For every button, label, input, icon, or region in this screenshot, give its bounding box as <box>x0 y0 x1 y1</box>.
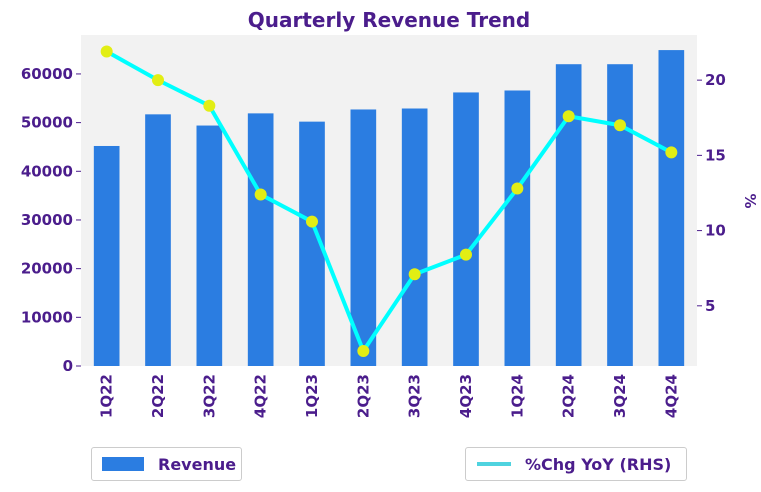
x-tick-label: 3Q22 <box>200 374 218 418</box>
y-axis-right-label: % <box>741 193 759 208</box>
yoy-point-1Q22 <box>100 45 113 58</box>
x-axis: 1Q22 2Q22 3Q22 4Q22 1Q23 2Q23 3Q23 4Q23 1Q24 2Q24… <box>98 374 681 418</box>
y-right-tick-label: 20 <box>705 71 726 89</box>
yoy-point-3Q22 <box>203 99 216 112</box>
bar-series-revenue <box>93 50 685 367</box>
x-tick-label: 1Q24 <box>508 374 526 418</box>
x-tick-label: 4Q22 <box>252 374 270 418</box>
y-right-tick-label: 5 <box>705 297 715 315</box>
y-axis-right: 5 10 15 20 <box>697 71 726 315</box>
bar-4Q22 <box>247 113 274 367</box>
y-left-tick-label: 10000 <box>21 308 73 326</box>
y-left-tick-label: 30000 <box>21 211 73 229</box>
x-tick-label: 2Q22 <box>149 374 167 418</box>
x-tick-label: 3Q23 <box>406 374 424 418</box>
legend-yoy-label: %Chg YoY (RHS) <box>525 454 672 474</box>
bar-2Q23 <box>350 109 377 366</box>
y-right-tick-label: 15 <box>705 146 726 164</box>
y-axis-left: 0 10000 20000 30000 40000 50000 60000 <box>21 65 81 375</box>
chart-title: Quarterly Revenue Trend <box>248 8 530 32</box>
y-left-tick-label: 0 <box>63 357 73 375</box>
yoy-point-1Q23 <box>306 215 318 228</box>
y-left-tick-label: 20000 <box>21 260 73 278</box>
bar-4Q24 <box>658 50 685 366</box>
yoy-point-1Q24 <box>511 182 524 195</box>
legend-yoy: %Chg YoY (RHS) <box>465 447 687 481</box>
legend-revenue: Revenue <box>91 447 242 481</box>
yoy-point-2Q22 <box>152 74 164 87</box>
bar-2Q22 <box>145 114 171 366</box>
x-tick-label: 1Q22 <box>98 374 116 418</box>
line-series-yoy <box>100 45 678 357</box>
bar-1Q22 <box>93 145 120 366</box>
bar-3Q24 <box>607 64 633 367</box>
x-tick-label: 2Q23 <box>354 374 372 418</box>
x-tick-label: 3Q24 <box>611 374 629 418</box>
yoy-point-4Q24 <box>665 146 678 159</box>
yoy-point-3Q24 <box>614 119 626 132</box>
yoy-line <box>105 49 673 353</box>
yoy-point-3Q23 <box>408 268 421 281</box>
legend-revenue-swatch <box>102 457 144 471</box>
x-tick-label: 4Q24 <box>662 374 680 418</box>
bar-2Q24 <box>555 64 582 367</box>
y-left-tick-label: 50000 <box>21 114 73 132</box>
y-right-tick-label: 10 <box>705 222 726 240</box>
bar-3Q23 <box>401 108 428 367</box>
yoy-point-4Q23 <box>460 248 472 261</box>
y-left-tick-label: 40000 <box>21 162 73 180</box>
yoy-point-2Q24 <box>562 110 575 123</box>
x-tick-label: 2Q24 <box>560 374 578 418</box>
legend-yoy-swatch <box>477 462 511 466</box>
plot-background <box>81 35 697 366</box>
x-tick-label: 1Q23 <box>303 374 321 418</box>
yoy-point-2Q23 <box>357 344 370 357</box>
y-left-tick-label: 60000 <box>21 65 73 83</box>
x-tick-label: 4Q23 <box>457 374 475 418</box>
yoy-point-4Q22 <box>254 188 267 201</box>
bar-3Q22 <box>196 125 223 366</box>
bar-1Q24 <box>504 90 531 366</box>
legend-revenue-label: Revenue <box>158 454 237 474</box>
bar-4Q23 <box>453 92 479 366</box>
